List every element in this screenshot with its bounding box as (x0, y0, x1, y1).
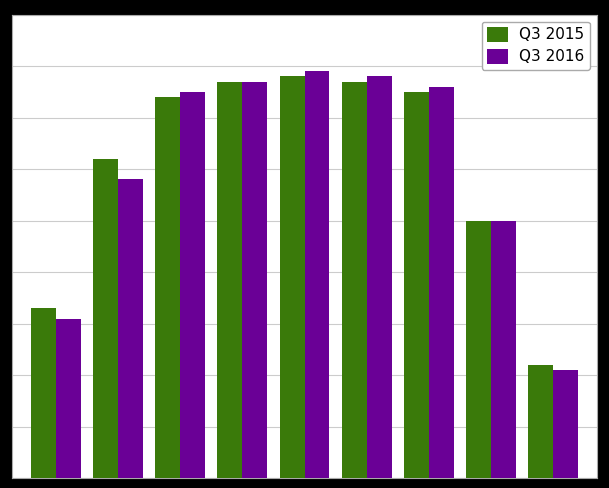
Bar (342, 81, 367, 478)
Bar (55, 319, 80, 478)
Bar (429, 87, 454, 478)
Bar (466, 221, 491, 478)
Bar (280, 77, 304, 478)
Bar (554, 370, 578, 478)
Bar (529, 365, 554, 478)
Bar (31, 308, 55, 478)
Bar (491, 221, 516, 478)
Bar (304, 71, 329, 478)
Bar (217, 81, 242, 478)
Bar (367, 77, 392, 478)
Legend: Q3 2015, Q3 2016: Q3 2015, Q3 2016 (482, 21, 590, 70)
Bar (180, 92, 205, 478)
Bar (242, 81, 267, 478)
Bar (93, 159, 118, 478)
Bar (404, 92, 429, 478)
Bar (155, 97, 180, 478)
Bar (118, 180, 143, 478)
